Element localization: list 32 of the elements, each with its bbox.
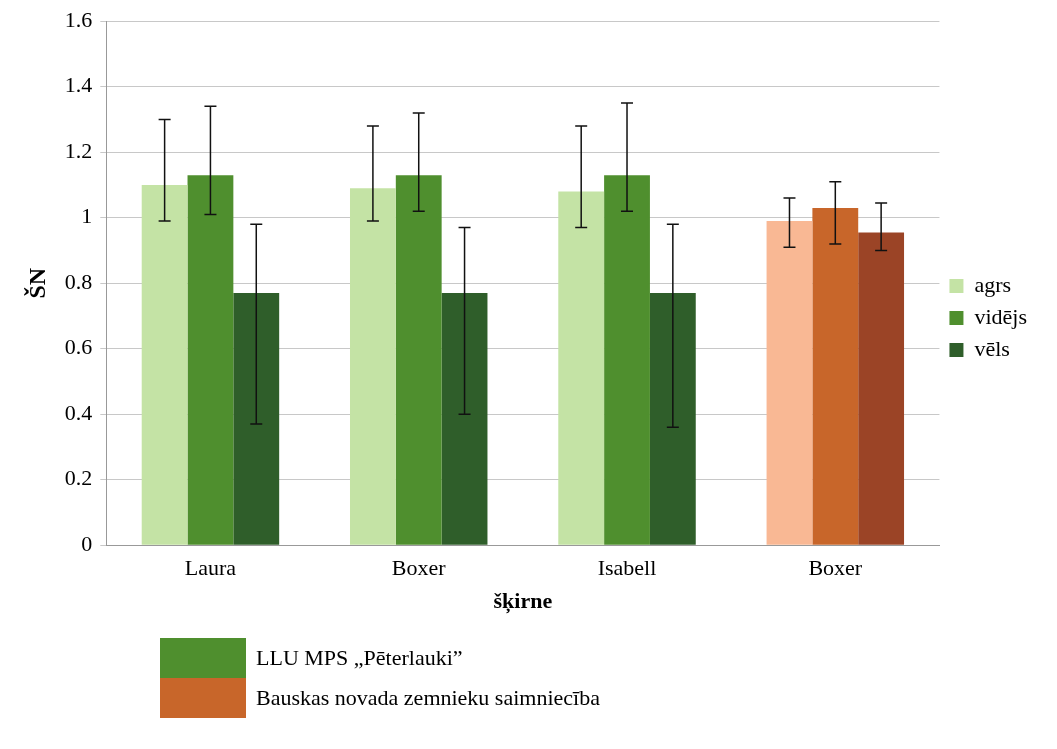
bar: [141, 184, 188, 545]
bar: [766, 220, 813, 545]
y-tick-label: 1.4: [64, 72, 93, 98]
y-tick-label: 1.2: [64, 137, 93, 163]
x-tick-label: Isabell: [597, 555, 657, 581]
bar: [233, 293, 280, 545]
y-tick-label: 0.4: [64, 399, 93, 425]
bar: [604, 175, 650, 545]
bar: [812, 207, 859, 545]
legend-label: vidējs: [974, 303, 1028, 329]
text: LLU MPS „Pēterlauki”: [256, 645, 463, 671]
text: Bauskas novada zemnieku saimniecība: [256, 685, 600, 711]
x-axis-title: šķirne: [493, 588, 553, 615]
y-tick-label: 0.2: [64, 465, 93, 491]
x-tick-label: Laura: [184, 555, 237, 581]
y-tick-label: 0: [81, 530, 93, 556]
bar: [395, 175, 442, 545]
x-tick-label: Boxer: [391, 555, 447, 581]
bar: [558, 191, 605, 545]
y-tick-label: 0.6: [64, 334, 93, 360]
bar: [858, 232, 905, 545]
bar: [649, 293, 696, 545]
legend-label: agrs: [974, 271, 1012, 297]
y-tick-label: 1.6: [64, 6, 93, 32]
y-tick-label: 0.8: [64, 268, 93, 294]
legend-label: vēls: [974, 335, 1010, 361]
bar: [350, 188, 396, 545]
y-tick-label: 1: [81, 203, 93, 229]
bar: [187, 175, 234, 545]
bar: [441, 293, 488, 545]
y-axis-title: ŠN: [23, 267, 50, 299]
x-tick-label: Boxer: [808, 555, 863, 581]
